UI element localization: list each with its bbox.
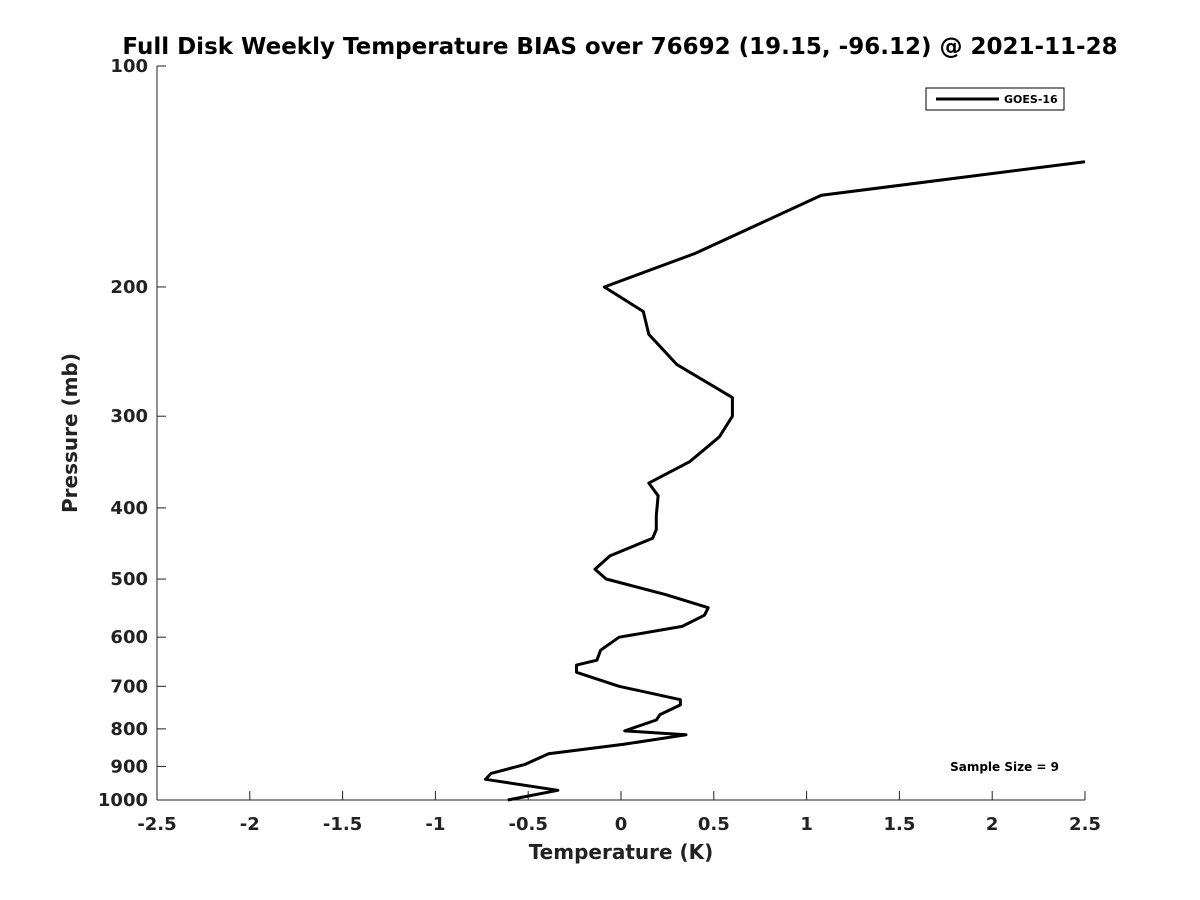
chart-title: Full Disk Weekly Temperature BIAS over 7… [122, 34, 1117, 60]
sample-size-annotation: Sample Size = 9 [950, 760, 1059, 774]
x-tick-label: 2 [986, 814, 999, 835]
y-tick-label: 300 [110, 406, 148, 427]
x-tick-label: -1.5 [323, 814, 362, 835]
y-tick-label: 700 [110, 676, 148, 697]
x-tick-label: -1 [425, 814, 445, 835]
x-tick-label: 0 [615, 814, 628, 835]
y-tick-label: 200 [110, 277, 148, 298]
y-tick-label: 400 [110, 498, 148, 519]
y-tick-label: 1000 [98, 790, 148, 811]
y-tick-label: 600 [110, 627, 148, 648]
legend-label: GOES-16 [1004, 93, 1058, 106]
legend: GOES-16 [925, 87, 1065, 111]
x-tick-label: 2.5 [1069, 814, 1101, 835]
series-line-goes-16 [484, 160, 1086, 802]
x-tick-label: 1 [800, 814, 813, 835]
x-tick-label: 1.5 [883, 814, 915, 835]
y-axis-label: Pressure (mb) [58, 353, 82, 513]
y-tick-label: 500 [110, 569, 148, 590]
x-tick-label: 0.5 [698, 814, 730, 835]
y-tick-label: 100 [110, 56, 148, 77]
y-tick-label: 900 [110, 756, 148, 777]
x-tick-label: -2 [240, 814, 260, 835]
x-axis-label: Temperature (K) [529, 840, 714, 864]
y-tick-label: 800 [110, 719, 148, 740]
plot-area [157, 66, 1085, 800]
x-tick-label: -0.5 [509, 814, 548, 835]
x-tick-label: -2.5 [137, 814, 176, 835]
